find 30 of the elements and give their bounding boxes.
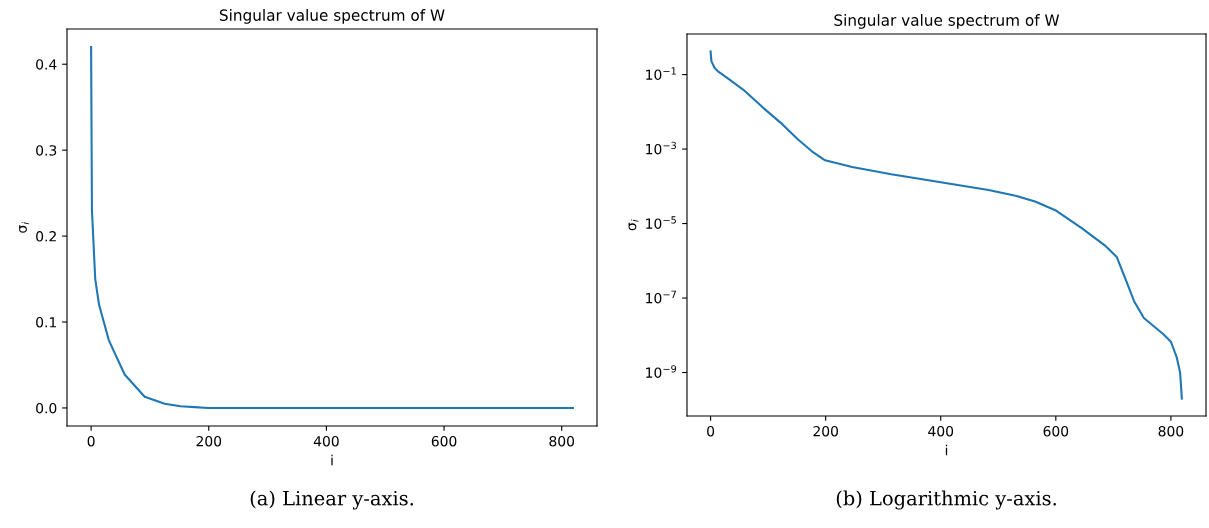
x-tick-label: 800: [549, 435, 575, 447]
x-tick-label: 200: [196, 435, 222, 447]
x-tick-label: 400: [313, 435, 339, 447]
y-tick-label: 0.2: [36, 231, 56, 242]
x-tick-label: 600: [431, 435, 457, 447]
x-tick-label: 400: [928, 425, 954, 437]
x-tick-label: 800: [1158, 425, 1184, 437]
y-tick-label: 0.1: [36, 316, 56, 328]
chart-title: Singular value spectrum of W: [834, 14, 1060, 29]
y-tick-label: 10$^{−9}$: [646, 365, 677, 378]
x-axis-title: i: [945, 444, 948, 456]
y-tick-label: 10$^{−3}$: [646, 141, 676, 155]
y-tick-label: 10$^{−7}$: [646, 290, 676, 304]
x-tick-label: 0: [87, 435, 95, 447]
y-tick-label: 0.3: [36, 145, 57, 156]
x-tick-label: 600: [1043, 425, 1069, 437]
y-axis-title: σ$_{i}$: [628, 219, 639, 231]
x-axis-title: i: [331, 454, 333, 466]
y-tick-label: 0.0: [36, 402, 57, 414]
x-tick-label: 200: [813, 425, 838, 437]
text: (b) Logarithmic y-axis.: [836, 490, 1056, 510]
y-tick-label: 10$^{−1}$: [646, 67, 676, 80]
y-axis-title: σ$_{i}$: [19, 221, 29, 233]
y-tick-label: 0.4: [36, 59, 57, 70]
chart-title: Singular value spectrum of W: [219, 9, 445, 24]
line-series: [709, 50, 1183, 400]
text: (a) Linear y-axis.: [250, 490, 414, 510]
y-tick-label: 10$^{−5}$: [646, 216, 676, 229]
line-series: [90, 46, 574, 409]
x-tick-label: 0: [707, 425, 715, 437]
